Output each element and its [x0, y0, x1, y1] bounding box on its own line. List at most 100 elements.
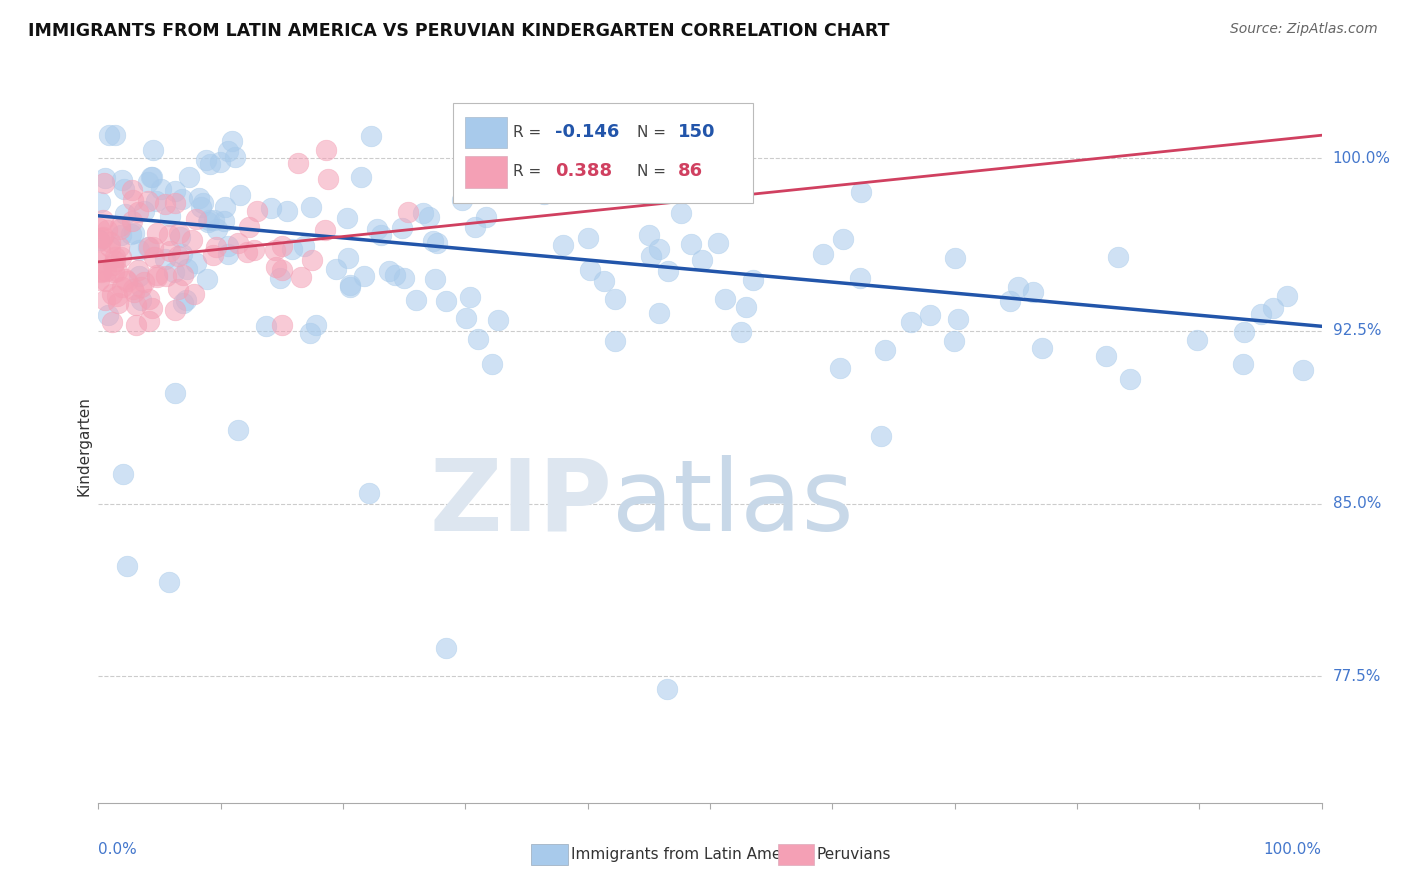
Point [131, 293, 153, 307]
Point [998, 293, 1021, 308]
Point [112, 467, 135, 482]
Point [873, 343, 896, 358]
Point [242, 244, 264, 258]
Point [136, 194, 159, 208]
Point [155, 269, 177, 284]
Point [87, 221, 110, 235]
Point [551, 238, 574, 252]
Point [89, 264, 111, 278]
Point [184, 256, 207, 270]
Point [186, 212, 208, 227]
Point [830, 361, 852, 376]
Point [657, 264, 679, 278]
Point [122, 227, 145, 241]
Point [129, 280, 152, 294]
Point [943, 334, 966, 348]
Point [166, 282, 188, 296]
Point [163, 386, 186, 401]
Point [159, 244, 181, 259]
Point [214, 200, 236, 214]
FancyBboxPatch shape [465, 156, 508, 187]
Point [174, 293, 197, 307]
Point [105, 263, 128, 277]
Point [98, 239, 121, 253]
Point [195, 153, 218, 167]
Text: 92.5%: 92.5% [1333, 324, 1381, 338]
Point [145, 194, 167, 208]
Point [89, 234, 111, 248]
Point [108, 240, 131, 254]
Point [122, 194, 145, 208]
Point [301, 253, 323, 268]
Point [370, 227, 392, 242]
Point [436, 293, 458, 308]
Text: 100.0%: 100.0% [1264, 842, 1322, 857]
Point [115, 274, 138, 288]
Point [418, 210, 440, 224]
Point [165, 184, 187, 198]
Point [538, 174, 561, 188]
Point [339, 280, 361, 294]
Point [422, 234, 444, 248]
Point [204, 240, 226, 254]
Point [122, 282, 145, 296]
Point [254, 318, 277, 333]
FancyBboxPatch shape [465, 117, 508, 148]
Point [212, 214, 235, 228]
Point [1007, 280, 1029, 294]
Point [146, 226, 169, 240]
Point [94, 170, 117, 185]
Point [730, 325, 752, 339]
Point [195, 272, 218, 286]
Point [652, 144, 675, 158]
Point [191, 196, 214, 211]
Point [141, 169, 163, 184]
Point [593, 274, 616, 288]
Point [246, 204, 269, 219]
Point [398, 204, 420, 219]
Point [391, 221, 413, 235]
Point [163, 303, 186, 318]
Point [1233, 325, 1256, 339]
Point [226, 236, 249, 251]
Point [96, 264, 118, 278]
Point [271, 262, 294, 277]
Point [735, 301, 758, 315]
Text: -0.146: -0.146 [555, 123, 619, 141]
Point [142, 240, 165, 254]
Point [1250, 307, 1272, 321]
Point [159, 209, 181, 223]
Point [648, 242, 671, 256]
Point [486, 312, 509, 326]
Point [299, 326, 322, 341]
Point [305, 318, 328, 332]
Point [110, 280, 132, 294]
Point [138, 293, 160, 307]
Point [124, 318, 146, 333]
Point [706, 236, 728, 251]
Point [111, 173, 134, 187]
Point [849, 271, 872, 285]
Point [741, 273, 763, 287]
Point [946, 311, 969, 326]
Point [640, 249, 662, 263]
Point [197, 212, 219, 227]
Point [91, 212, 114, 227]
Point [605, 293, 627, 307]
Point [104, 128, 127, 143]
Point [136, 176, 159, 190]
Point [98, 128, 121, 143]
Point [176, 262, 198, 277]
Point [1119, 372, 1142, 386]
Text: Source: ZipAtlas.com: Source: ZipAtlas.com [1230, 22, 1378, 37]
Point [336, 211, 359, 225]
Point [120, 227, 142, 241]
Point [89, 195, 111, 210]
Point [235, 244, 257, 259]
Text: Immigrants from Latin America: Immigrants from Latin America [571, 847, 810, 862]
Point [198, 157, 221, 171]
Point [107, 296, 129, 310]
Text: N =: N = [637, 164, 671, 178]
Point [378, 263, 401, 277]
Point [384, 268, 406, 282]
